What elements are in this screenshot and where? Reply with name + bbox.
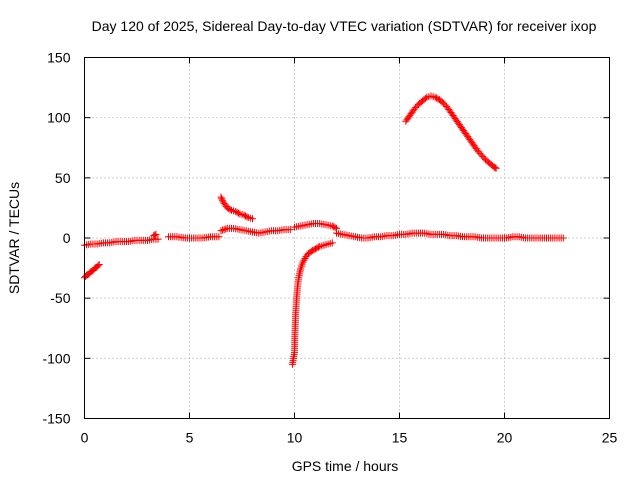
x-tick-label: 5 xyxy=(186,430,194,446)
data-point xyxy=(218,196,226,204)
data-point xyxy=(249,215,256,223)
x-tick-label: 25 xyxy=(602,430,618,446)
data-point xyxy=(301,254,309,262)
series-sat-i xyxy=(333,229,567,242)
data-point xyxy=(95,260,103,268)
data-point xyxy=(226,206,234,214)
data-point xyxy=(492,164,500,172)
data-point xyxy=(559,234,567,242)
data-point xyxy=(151,231,159,239)
x-tick-label: 10 xyxy=(287,430,303,446)
data-point xyxy=(331,224,339,232)
series-sat-j xyxy=(402,92,500,172)
series-sat-h xyxy=(291,220,340,232)
y-tick-label: -150 xyxy=(42,411,70,427)
x-tick-label: 20 xyxy=(497,430,513,446)
series-sat-d xyxy=(165,233,223,242)
data-point xyxy=(314,243,322,251)
data-point xyxy=(220,226,228,234)
axis-ticks: 0 5 10 15 20 25 -150 -100 -50 0 50 100 150 xyxy=(42,50,617,446)
x-axis-label: GPS time / hours xyxy=(292,458,399,474)
y-tick-label: 100 xyxy=(47,110,71,126)
data-point xyxy=(215,233,223,241)
data-point xyxy=(218,195,226,203)
series-sat-f xyxy=(217,224,294,237)
x-tick-label: 0 xyxy=(81,430,89,446)
data-point xyxy=(217,227,225,235)
data-point xyxy=(235,209,242,217)
y-tick-label: -100 xyxy=(42,350,70,366)
data-point xyxy=(243,213,251,221)
data-point xyxy=(328,239,336,247)
data-point xyxy=(491,164,499,172)
series-sat-e xyxy=(217,193,256,223)
data-point xyxy=(94,262,102,270)
data-point xyxy=(154,235,162,243)
data-point xyxy=(299,258,307,266)
x-tick-label: 15 xyxy=(392,430,408,446)
y-axis-label: SDTVAR / TECUs xyxy=(6,182,22,294)
y-tick-label: 50 xyxy=(55,170,71,186)
data-point xyxy=(286,226,294,234)
series-sat-c xyxy=(150,230,160,240)
data-point xyxy=(300,256,308,264)
data-point xyxy=(152,230,160,238)
data-point xyxy=(222,225,230,233)
data-points xyxy=(81,92,567,368)
y-tick-label: 0 xyxy=(63,230,71,246)
y-tick-label: 150 xyxy=(47,50,71,66)
data-point xyxy=(421,94,429,102)
chart-title: Day 120 of 2025, Sidereal Day-to-day VTE… xyxy=(92,18,597,34)
data-point xyxy=(217,193,225,201)
series-sat-g xyxy=(288,239,336,368)
y-tick-label: -50 xyxy=(50,290,70,306)
data-point xyxy=(219,226,227,234)
